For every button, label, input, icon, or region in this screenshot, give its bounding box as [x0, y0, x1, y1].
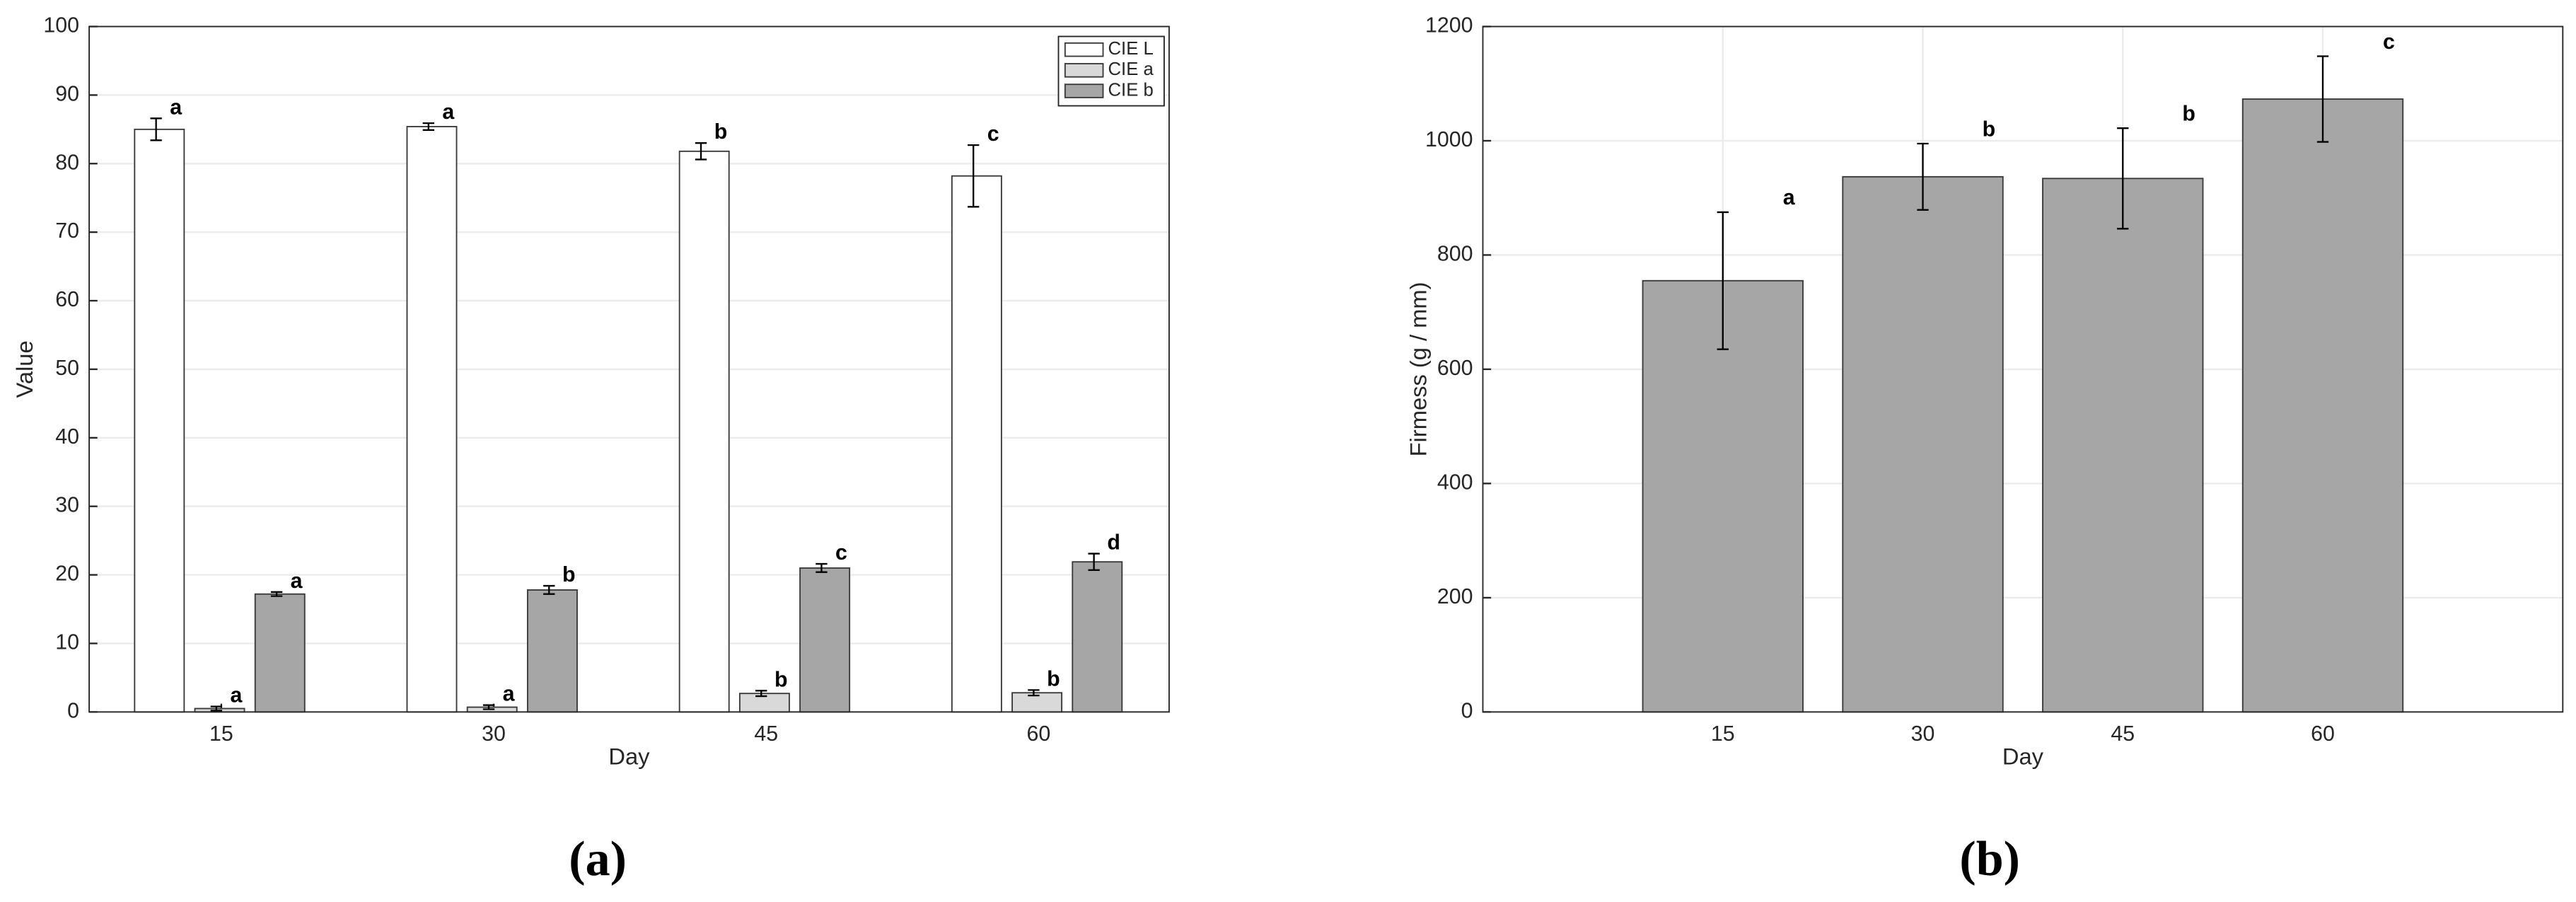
y-tick-label: 400 [1437, 470, 1473, 494]
x-tick-label: 60 [1027, 722, 1051, 746]
bar [1072, 561, 1123, 713]
x-tick-label: 60 [2311, 722, 2335, 746]
legend-swatch [1064, 63, 1104, 78]
error-bar [1717, 211, 1729, 350]
x-tick-label: 15 [1711, 722, 1735, 746]
y-tick-label: 90 [55, 82, 79, 105]
bar [799, 567, 851, 713]
error-bar [2117, 127, 2129, 230]
significance-label: a [291, 569, 303, 593]
error-bar [968, 144, 980, 208]
error-bar [1088, 553, 1100, 571]
bar [254, 593, 306, 713]
significance-label: a [442, 100, 455, 124]
significance-label: c [835, 541, 847, 565]
caption: (b) [1959, 832, 2020, 886]
error-bar [543, 584, 555, 595]
bar [526, 589, 578, 713]
y-axis-label: Value [11, 340, 37, 398]
y-tick-label: 50 [55, 357, 79, 380]
error-bar [422, 122, 435, 131]
y-axis-label: Firmess (g / mm) [1405, 282, 1431, 457]
x-tick-label: 30 [482, 722, 506, 746]
legend-swatch [1064, 83, 1104, 98]
bar [134, 128, 185, 713]
bar [2241, 98, 2404, 713]
bar [678, 150, 730, 713]
x-axis-label: Day [608, 743, 650, 769]
error-bar [1028, 689, 1040, 697]
y-tick-label: 40 [55, 425, 79, 449]
y-tick-label: 0 [1461, 699, 1473, 722]
y-tick-label: 100 [43, 14, 79, 37]
bar [1842, 175, 2004, 713]
y-tick-label: 60 [55, 288, 79, 311]
significance-label: b [714, 120, 728, 144]
error-bar [1917, 142, 1929, 211]
x-tick-label: 15 [209, 722, 233, 746]
significance-label: a [503, 683, 516, 706]
error-bar [695, 142, 707, 161]
legend-label: CIE L [1108, 39, 1154, 59]
y-tick-label: 20 [55, 562, 79, 586]
y-tick-label: 1000 [1425, 128, 1473, 151]
y-tick-label: 0 [67, 699, 79, 722]
significance-label: a [170, 96, 182, 119]
legend-label: CIE a [1108, 59, 1154, 79]
error-bar [816, 562, 828, 573]
legend-swatch [1064, 42, 1104, 57]
error-bar [150, 117, 162, 141]
y-tick-label: 600 [1437, 357, 1473, 380]
significance-label: a [230, 684, 243, 707]
significance-label: c [2383, 30, 2395, 54]
error-bar [482, 704, 495, 710]
significance-label: b [774, 668, 788, 691]
axes-frame [88, 25, 1170, 713]
bar [2042, 178, 2204, 713]
y-tick-label: 200 [1437, 585, 1473, 608]
significance-label: b [562, 563, 576, 586]
y-tick-label: 1200 [1425, 14, 1473, 37]
error-bar [270, 591, 283, 597]
axes-frame [1482, 25, 2564, 713]
y-tick-label: 70 [55, 219, 79, 243]
bar [1642, 279, 1804, 713]
error-bar [755, 690, 767, 698]
legend-label: CIE b [1108, 80, 1154, 100]
bar [951, 175, 1002, 713]
y-tick-label: 800 [1437, 242, 1473, 265]
y-tick-label: 80 [55, 151, 79, 174]
error-bar [210, 705, 223, 712]
significance-label: a [1783, 186, 1796, 209]
x-tick-label: 45 [754, 722, 778, 746]
significance-label: c [987, 122, 999, 146]
y-tick-label: 30 [55, 494, 79, 517]
bar [406, 126, 458, 713]
significance-label: d [1107, 531, 1120, 555]
significance-label: b [1983, 117, 1996, 141]
x-axis-label: Day [2002, 743, 2044, 769]
x-tick-label: 30 [1911, 722, 1935, 746]
significance-label: b [1047, 667, 1060, 690]
caption: (a) [569, 832, 627, 886]
y-tick-label: 10 [55, 630, 79, 654]
error-bar [2316, 55, 2329, 143]
x-tick-label: 45 [2111, 722, 2135, 746]
significance-label: b [2182, 103, 2195, 126]
